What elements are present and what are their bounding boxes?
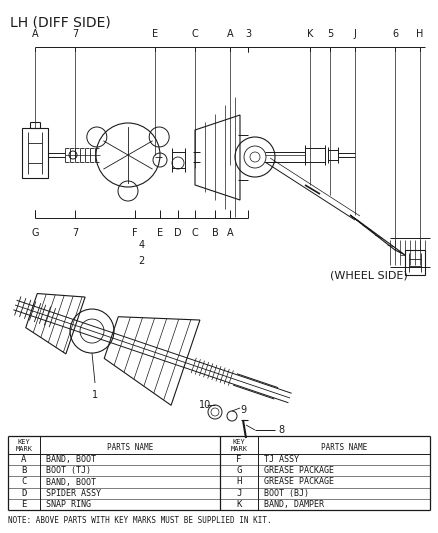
Text: SPIDER ASSY: SPIDER ASSY [46,489,101,498]
Text: J: J [237,489,242,498]
Text: 9: 9 [240,405,246,415]
Text: D: D [21,489,27,498]
Text: E: E [157,228,163,238]
Text: (WHEEL SIDE): (WHEEL SIDE) [330,270,408,280]
Text: 3: 3 [245,29,251,39]
Text: C: C [21,478,27,487]
Text: LH (DIFF SIDE): LH (DIFF SIDE) [10,15,111,29]
Text: TJ ASSY: TJ ASSY [264,455,299,464]
Text: BOOT (TJ): BOOT (TJ) [46,466,91,475]
Text: GREASE PACKAGE: GREASE PACKAGE [264,478,334,487]
Text: B: B [21,466,27,475]
Text: 6: 6 [392,29,398,39]
Text: BAND, DAMPER: BAND, DAMPER [264,500,324,509]
Text: SNAP RING: SNAP RING [46,500,91,509]
Text: H: H [416,29,424,39]
Text: E: E [152,29,158,39]
Text: F: F [132,228,138,238]
Text: BOOT (BJ): BOOT (BJ) [264,489,309,498]
Text: BAND, BOOT: BAND, BOOT [46,478,96,487]
Text: K: K [237,500,242,509]
Text: G: G [31,228,39,238]
Text: NOTE: ABOVE PARTS WITH KEY MARKS MUST BE SUPPLIED IN KIT.: NOTE: ABOVE PARTS WITH KEY MARKS MUST BE… [8,516,272,525]
Text: F: F [237,455,242,464]
Text: C: C [192,228,198,238]
Text: B: B [212,228,219,238]
Text: 2: 2 [138,256,145,266]
Text: PARTS NAME: PARTS NAME [321,443,367,452]
Text: 7: 7 [72,228,78,238]
Text: BAND, BOOT: BAND, BOOT [46,455,96,464]
Text: G: G [237,466,242,475]
Text: C: C [192,29,198,39]
Text: 7: 7 [72,29,78,39]
Text: KEY
MARK: KEY MARK [230,439,247,452]
Text: 10: 10 [199,400,211,410]
Text: E: E [21,500,27,509]
Text: J: J [353,29,357,39]
Text: 8: 8 [278,425,284,435]
Text: 4: 4 [138,240,145,250]
Text: D: D [174,228,182,238]
Text: 1: 1 [92,390,98,400]
Text: KEY
MARK: KEY MARK [15,439,32,452]
Text: A: A [227,228,233,238]
Text: A: A [21,455,27,464]
Text: A: A [227,29,233,39]
Text: A: A [32,29,38,39]
Text: GREASE PACKAGE: GREASE PACKAGE [264,466,334,475]
Text: PARTS NAME: PARTS NAME [107,443,153,452]
Text: 5: 5 [327,29,333,39]
Text: K: K [307,29,313,39]
Text: H: H [237,478,242,487]
